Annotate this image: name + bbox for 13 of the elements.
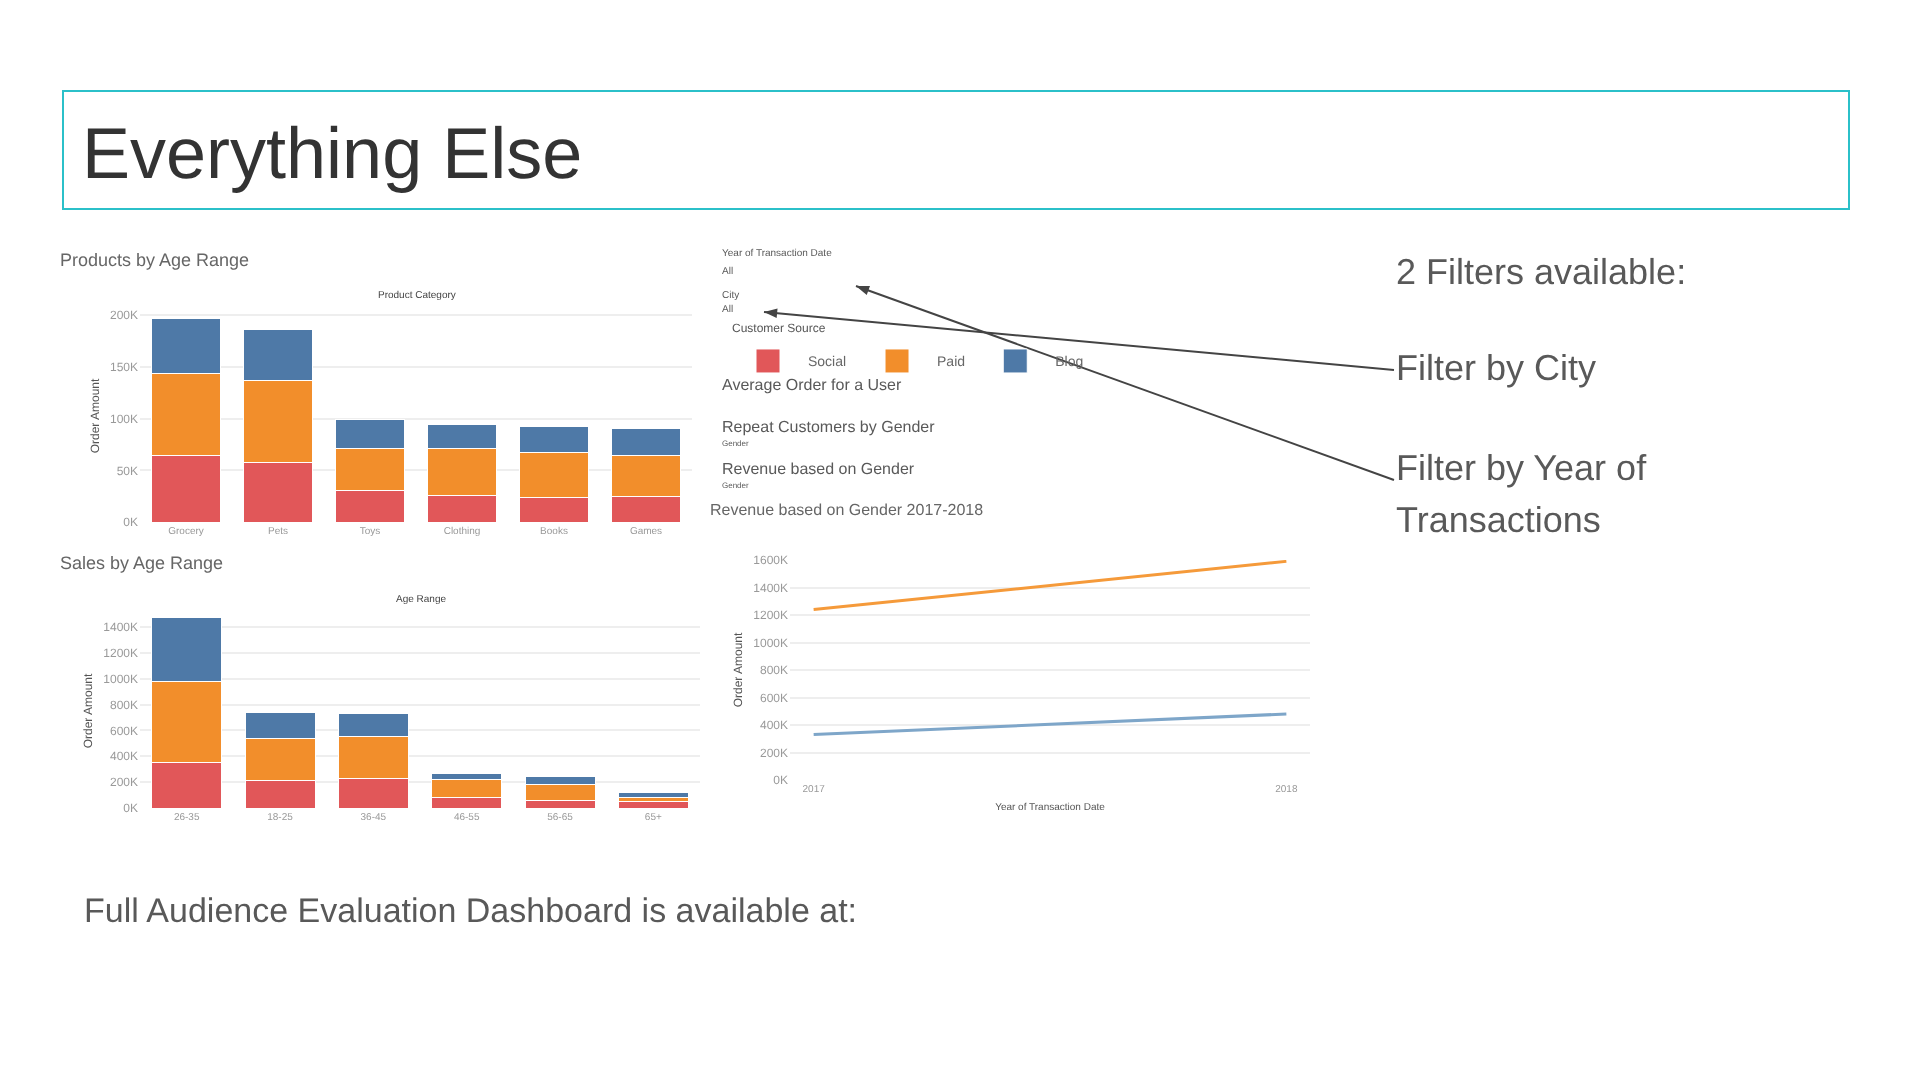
text: Average Order for a User [722, 376, 902, 394]
text: Filter by City [1396, 348, 1597, 390]
text: Filter by Year of Transactions [1396, 446, 1649, 545]
text: Repeat Customers by Gender [722, 418, 935, 436]
chart-title: Sales by Age Range [60, 553, 224, 574]
text: Everything Else [82, 112, 583, 196]
text: Revenue based on Gender [722, 460, 915, 478]
chart-title: Revenue based on Gender 2017-2018 [710, 500, 985, 519]
bar [524, 784, 596, 801]
bar [617, 791, 689, 799]
text: Full Audience Evaluation Dashboard is available at: [84, 892, 858, 932]
text: 2 Filters available: [1396, 252, 1687, 294]
chart-title: Products by Age Range [60, 249, 250, 270]
